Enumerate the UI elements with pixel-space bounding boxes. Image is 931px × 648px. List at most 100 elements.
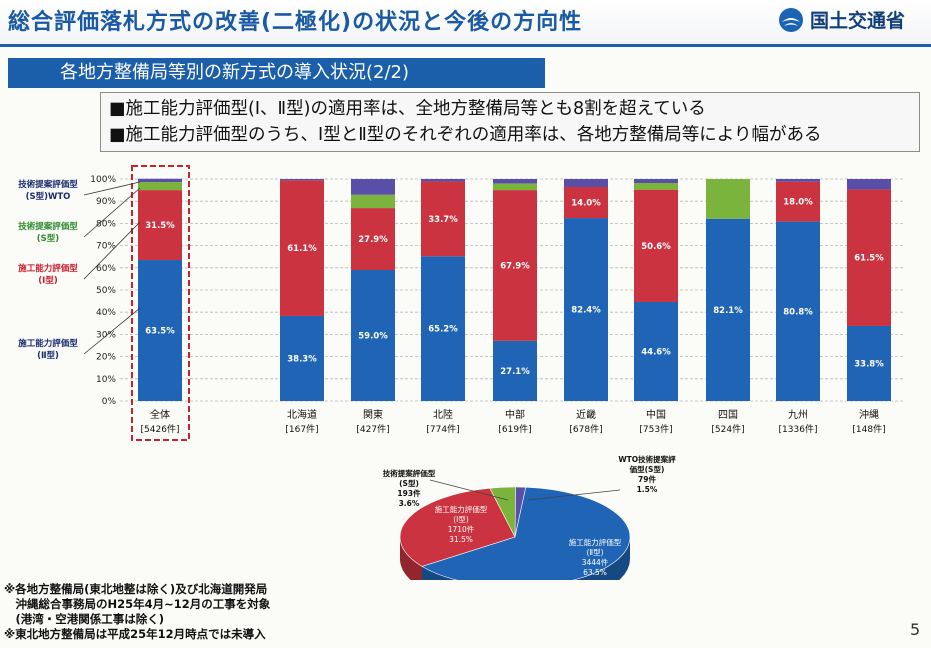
bar-segment-s <box>493 183 537 191</box>
x-count-label: [524件] <box>711 423 744 435</box>
x-category-label: 中部 <box>505 408 525 421</box>
y-tick-label: 10% <box>96 375 116 385</box>
data-label: 33.8% <box>854 359 884 369</box>
category-legend-label: 技術提案評価型 <box>18 179 78 190</box>
x-category-label: 九州 <box>788 409 808 421</box>
pie-label: WTO技術提案評 <box>618 454 676 464</box>
footnote-line-3: (港湾・空港関係工事は除く) <box>4 612 165 626</box>
x-count-label: [5426件] <box>141 423 180 435</box>
data-label: 82.4% <box>571 306 601 316</box>
bar-segment-s <box>351 194 395 209</box>
category-legend-label: 技術提案評価型 <box>18 221 78 232</box>
x-category-label: 中国 <box>646 408 666 421</box>
bar-segment-type1 <box>493 190 537 341</box>
bar-segment-wto <box>634 179 678 183</box>
bar-segment-wto <box>493 179 537 184</box>
pie-label: 価型(S型) <box>629 464 665 474</box>
pie-leader-line <box>527 489 621 501</box>
y-tick-label: 60% <box>96 264 116 274</box>
title-bar: 総合評価落札方式の改善(二極化)の状況と今後の方向性 国土交通省 <box>0 0 931 47</box>
data-label: 63.5% <box>145 327 175 337</box>
bar-segment-type2 <box>421 256 465 401</box>
category-legend-label: (S型)WTO <box>26 191 71 202</box>
pie-label: 1710件 <box>448 524 475 534</box>
bar-segment-type1 <box>776 181 820 222</box>
data-label: 44.6% <box>641 347 671 357</box>
bar-segment-wto <box>421 179 465 182</box>
pie-label: 193件 <box>397 488 421 498</box>
bar-segment-type2 <box>564 218 608 401</box>
y-tick-label: 90% <box>96 197 116 207</box>
bar-segment-s <box>634 182 678 190</box>
x-category-label: 北海道 <box>287 408 317 421</box>
x-count-label: [774件] <box>426 423 459 435</box>
data-label: 65.2% <box>428 325 458 335</box>
logo-text: 国土交通省 <box>810 10 906 32</box>
subtitle-banner: 各地方整備局等別の新方式の導入状況(2/2) <box>8 58 545 88</box>
ministry-emblem-icon <box>779 7 803 32</box>
bar-segment-type2 <box>706 218 750 401</box>
bar-segment-wto <box>776 179 820 182</box>
bar-segment-s <box>706 179 750 219</box>
data-label: 67.9% <box>500 261 530 271</box>
pie-slice-s <box>489 486 517 538</box>
pie-slice-type2 <box>421 486 631 580</box>
summary-box: ■施工能力評価型(Ⅰ、Ⅱ型)の適用率は、全地方整備局等とも8割を超えている ■施… <box>100 92 920 152</box>
chart-area: 0%10%20%30%40%50%60%70%80%90%100%63.5%31… <box>18 165 905 580</box>
pie-side-type2 <box>422 537 630 580</box>
data-label: 27.1% <box>500 367 530 377</box>
data-label: 82.1% <box>713 306 743 316</box>
bar-segment-type2 <box>776 221 820 401</box>
y-tick-label: 40% <box>96 308 116 318</box>
data-label: 14.0% <box>571 199 601 209</box>
leader-line <box>83 187 141 238</box>
bar-segment-type2 <box>138 260 182 401</box>
x-count-label: [427件] <box>356 423 389 435</box>
pie-label: 3444件 <box>582 557 609 567</box>
leader-line <box>83 221 141 280</box>
pie-leader-line <box>429 479 509 501</box>
x-category-label: 近畿 <box>576 408 596 421</box>
bar-segment-type1 <box>421 181 465 257</box>
footnote-line-4: ※東北地方整備局は平成25年12月時点では未導入 <box>4 627 266 641</box>
data-label: 61.1% <box>287 244 317 254</box>
category-legend-label: 施工能力評価型 <box>18 263 78 274</box>
bar-segment-type1 <box>138 190 182 261</box>
leader-line <box>83 307 141 355</box>
bar-segment-type2 <box>351 270 395 401</box>
bar-segment-type1 <box>847 189 891 326</box>
category-legend-label: (Ⅰ型) <box>38 275 58 286</box>
y-tick-label: 0% <box>102 397 117 407</box>
pie-label: 79件 <box>638 474 656 484</box>
bar-segment-type1 <box>634 189 678 302</box>
data-label: 33.7% <box>428 215 458 225</box>
pie-label: 1.5% <box>637 485 658 494</box>
bar-segment-type1 <box>564 186 608 219</box>
footnote-line-2: 沖縄総合事務局のH25年4月~12月の工事を対象 <box>4 597 271 611</box>
x-category-label: 北陸 <box>433 408 453 421</box>
x-count-label: [753件] <box>639 423 672 435</box>
page-number: 5 <box>910 620 921 639</box>
pie-label: 施工能力評価型 <box>435 504 488 514</box>
footnote-line-1: ※各地方整備局(東北地整は除く)及び北海道開発局 <box>4 582 268 596</box>
x-category-label: 沖縄 <box>859 408 879 421</box>
bar-segment-type2 <box>280 315 324 401</box>
data-label: 38.3% <box>287 354 317 364</box>
bar-segment-wto <box>564 179 608 187</box>
pie-label: 3.6% <box>399 499 420 508</box>
category-legend-label: (S型) <box>37 233 60 244</box>
category-legend-label: (Ⅱ型) <box>37 350 59 361</box>
bar-segment-type2 <box>847 325 891 401</box>
data-label: 31.5% <box>145 221 175 231</box>
x-category-label: 全体 <box>150 408 170 421</box>
footnote: ※各地方整備局(東北地整は除く)及び北海道開発局 沖縄総合事務局のH25年4月~… <box>4 582 270 642</box>
bar-segment-wto <box>280 179 324 181</box>
bar-segment-type1 <box>280 180 324 316</box>
bar-segment-type1 <box>351 208 395 271</box>
x-count-label: [167件] <box>285 423 318 435</box>
y-tick-label: 100% <box>90 175 116 185</box>
data-label: 18.0% <box>783 198 813 208</box>
data-label: 61.5% <box>854 254 884 264</box>
y-tick-label: 80% <box>96 219 116 229</box>
pie-label: 31.5% <box>449 535 473 544</box>
